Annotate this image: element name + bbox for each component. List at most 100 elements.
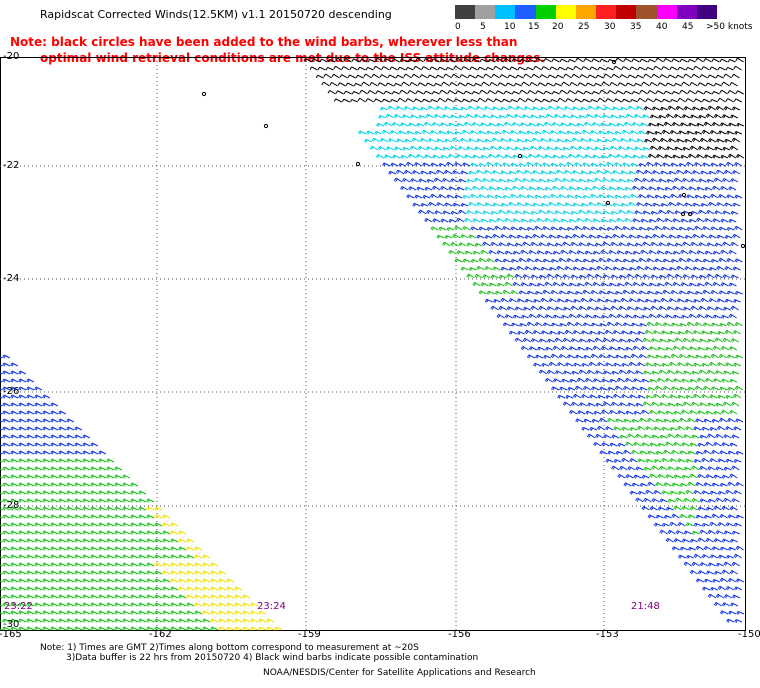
wind-barb xyxy=(0,388,3,391)
wind-barb xyxy=(507,74,516,79)
wind-barb xyxy=(90,506,99,511)
wind-barb xyxy=(10,530,19,535)
wind-barb xyxy=(82,498,91,503)
wind-barb xyxy=(146,602,155,607)
wind-barb xyxy=(727,514,736,519)
wind-barb xyxy=(591,122,601,127)
wind-barb xyxy=(493,162,503,167)
wind-barb xyxy=(2,434,11,439)
wind-barb xyxy=(178,570,187,575)
wind-barb xyxy=(50,578,59,583)
wind-barb xyxy=(492,170,501,175)
wind-barb xyxy=(632,218,641,223)
wind-barb xyxy=(42,578,51,583)
wind-barb xyxy=(707,529,716,535)
wind-barb xyxy=(584,186,593,191)
wind-barb xyxy=(652,170,661,175)
wind-barb xyxy=(579,402,588,407)
wind-barb xyxy=(573,299,581,303)
wind-barb xyxy=(721,602,731,607)
wind-barb xyxy=(138,490,147,495)
wind-barb xyxy=(563,73,572,79)
wind-barb xyxy=(659,498,668,503)
scale-label: 20 xyxy=(552,22,564,32)
wind-barb xyxy=(0,532,3,535)
wind-barb xyxy=(423,154,433,159)
wind-barb xyxy=(715,562,724,567)
wind-barb xyxy=(42,466,51,471)
wind-barb xyxy=(713,177,723,183)
wind-barb xyxy=(646,290,655,295)
wind-barb xyxy=(726,130,735,135)
wind-barb xyxy=(693,98,702,103)
wind-barb xyxy=(649,409,658,415)
wind-barb xyxy=(592,345,602,351)
wind-barb xyxy=(394,146,403,151)
wind-barb xyxy=(585,82,594,87)
wind-barb xyxy=(526,194,535,199)
wind-barb xyxy=(576,122,584,127)
wind-barb xyxy=(667,338,675,343)
wind-barb xyxy=(659,106,668,111)
wind-barb xyxy=(726,354,736,359)
wind-barb xyxy=(26,586,35,591)
wind-barb xyxy=(726,554,734,559)
wind-barb xyxy=(499,74,508,79)
wind-barb xyxy=(619,137,629,143)
wind-barb xyxy=(570,178,579,183)
wind-barb xyxy=(122,618,131,623)
wind-barb xyxy=(411,137,421,143)
wind-barb xyxy=(505,113,515,119)
wind-barb xyxy=(510,226,519,231)
wind-barb xyxy=(122,514,131,519)
wind-barb xyxy=(623,482,632,487)
wind-barb xyxy=(732,233,741,239)
wind-barb xyxy=(646,130,655,135)
wind-barb xyxy=(720,218,729,223)
wind-barb xyxy=(406,194,415,199)
wind-barb xyxy=(446,130,455,135)
wind-barb xyxy=(146,522,155,527)
wind-barb xyxy=(637,130,647,135)
wind-barb xyxy=(688,346,698,351)
wind-barb xyxy=(431,185,441,191)
wind-barb xyxy=(311,58,320,63)
wind-barb xyxy=(632,154,641,159)
wind-barb xyxy=(470,258,479,263)
wind-barb xyxy=(607,153,617,159)
wind-barb xyxy=(612,266,621,271)
wind-barb xyxy=(566,258,575,263)
wind-barb xyxy=(653,426,662,431)
wind-barb xyxy=(596,138,605,143)
wind-barb xyxy=(729,114,738,119)
wind-barb xyxy=(662,289,671,295)
wind-barb xyxy=(567,90,576,95)
wind-barb xyxy=(703,154,713,159)
wind-barb xyxy=(682,401,692,407)
wind-barb xyxy=(709,66,718,71)
wind-barb xyxy=(612,170,621,175)
wind-barb xyxy=(2,458,11,463)
wind-barb xyxy=(629,66,638,71)
wind-barb xyxy=(610,241,619,247)
wind-barb xyxy=(629,490,638,495)
wind-barb xyxy=(705,474,714,479)
wind-barb xyxy=(66,618,75,623)
wind-barb xyxy=(687,153,697,159)
wind-barb xyxy=(210,570,219,575)
wind-barb xyxy=(162,570,171,575)
wind-barb xyxy=(533,162,543,167)
wind-barb xyxy=(656,186,665,191)
wind-barb xyxy=(557,331,565,335)
wind-barb xyxy=(718,194,727,199)
wind-barb xyxy=(106,618,115,623)
wind-barb xyxy=(648,218,657,223)
wind-barb xyxy=(494,258,503,263)
wind-barb xyxy=(642,306,651,311)
wind-barb xyxy=(130,610,139,615)
wind-barb xyxy=(618,178,627,183)
wind-barb xyxy=(625,146,635,151)
wind-barb xyxy=(186,554,195,559)
wind-barb xyxy=(576,313,585,319)
wind-barb xyxy=(607,90,616,95)
